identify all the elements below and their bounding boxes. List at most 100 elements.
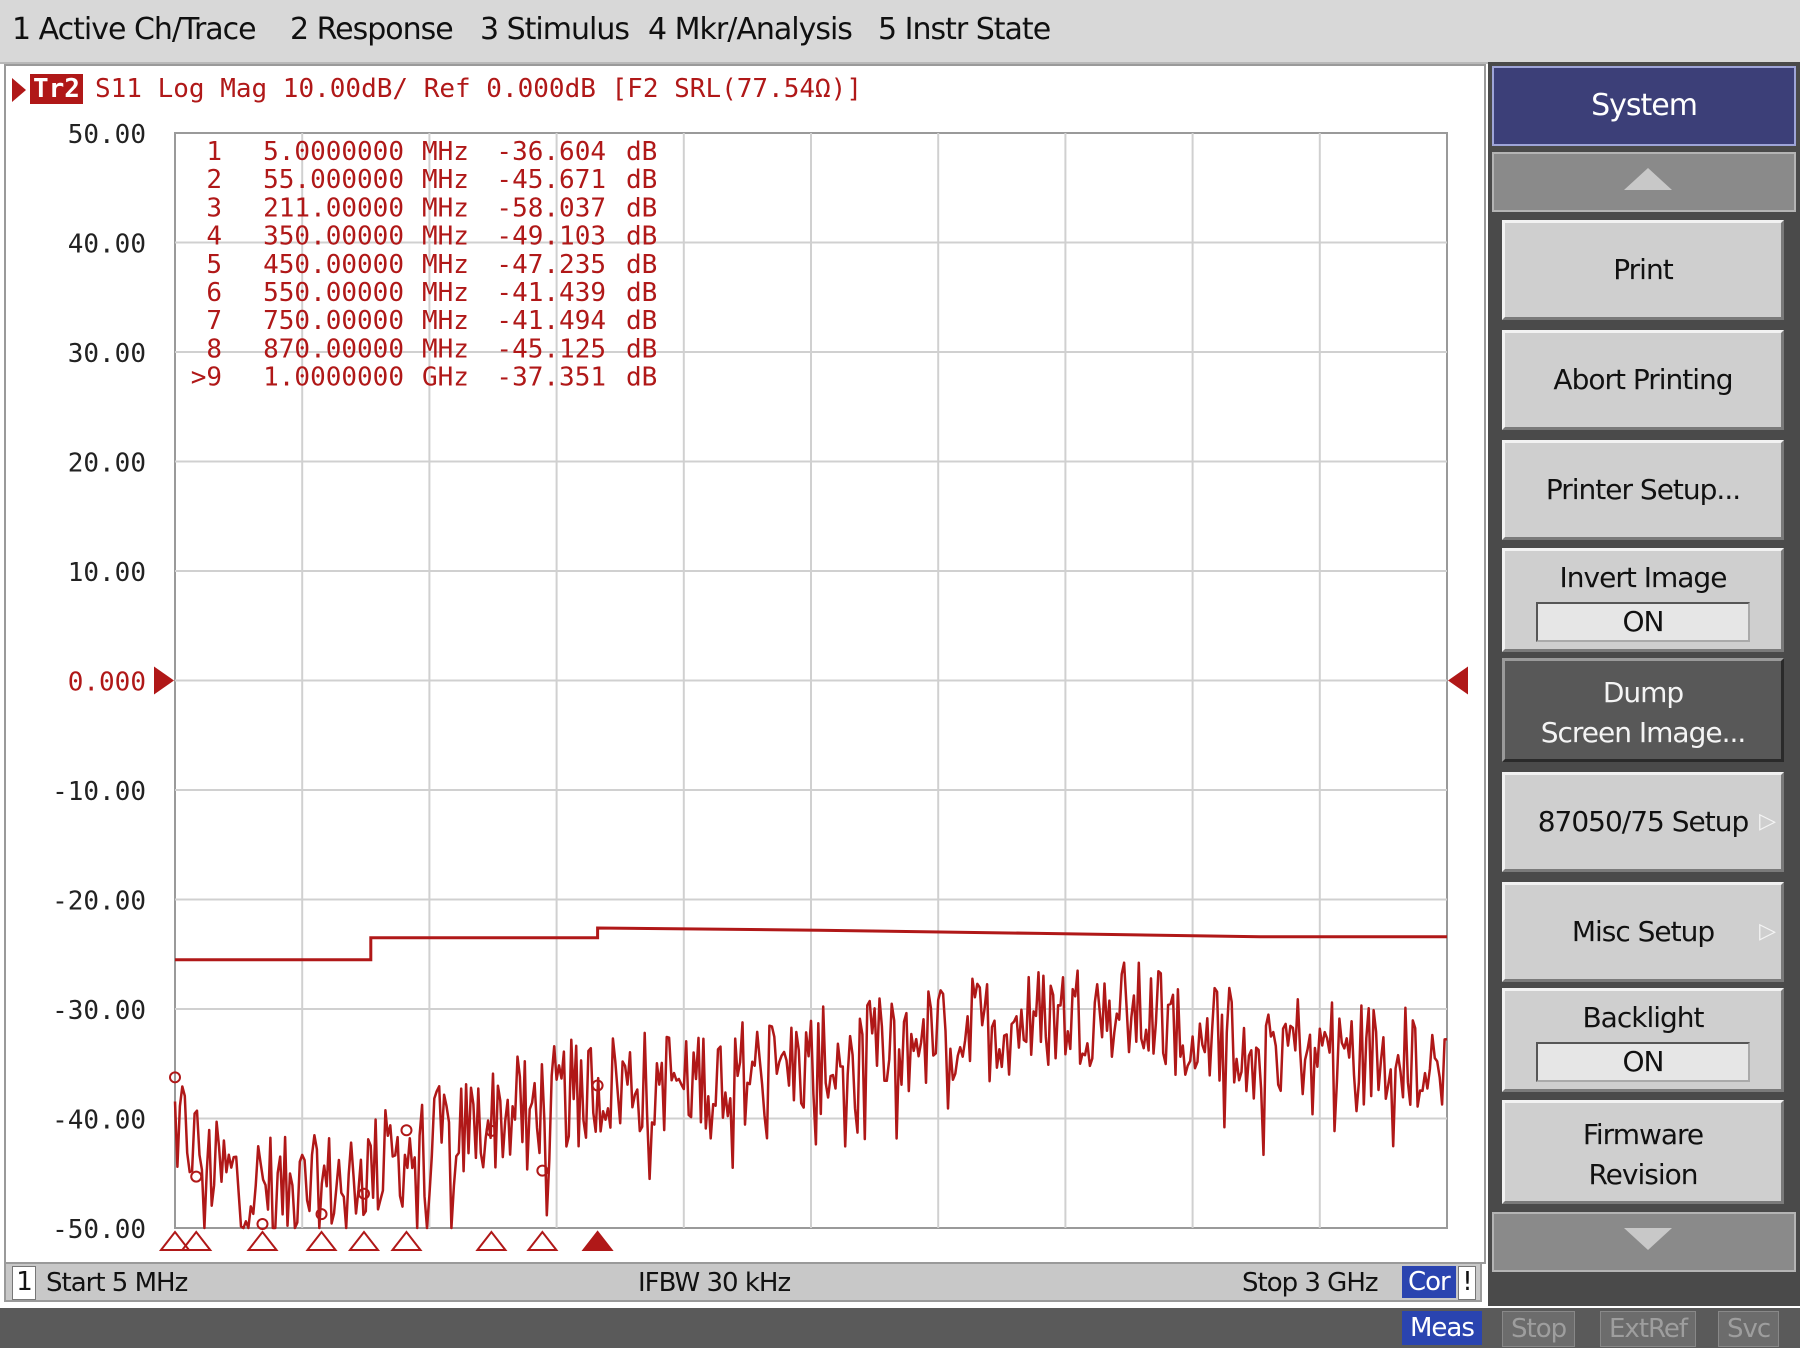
invert-image-value: ON [1536, 602, 1750, 642]
y-tick-label: -10.00 [52, 777, 146, 807]
marker-triangle-icon [475, 1230, 508, 1251]
softkey-scroll-up-button[interactable] [1492, 152, 1796, 212]
marker-triangle-icon [180, 1230, 213, 1251]
trace-layer [173, 961, 1448, 1230]
marker-point [357, 1187, 370, 1200]
softkey-panel: System Print Abort Printing Printer Setu… [1488, 62, 1800, 1306]
marker-readout-unit: MHz [422, 306, 469, 336]
marker-readout-table: 1 5.0000000 MHz -36.604 dB 2 55.000000 MHz -45.6… [191, 137, 658, 393]
marker-readout-unit: MHz [422, 334, 469, 364]
y-tick-label: -20.00 [52, 887, 146, 917]
misc-setup-button[interactable]: Misc Setup ▷ [1502, 882, 1784, 982]
marker-readout-label: 8 [206, 334, 222, 364]
dump-label-line2: Screen Image... [1540, 716, 1747, 749]
marker-readout-value-unit: dB [626, 193, 657, 223]
trace-header-text: S11 Log Mag 10.00dB/ Ref 0.000dB [F2 SRL… [94, 74, 862, 104]
marker-readout-label: 6 [206, 278, 222, 308]
svc-indicator: Svc [1718, 1311, 1780, 1347]
backlight-button[interactable]: Backlight ON [1502, 988, 1784, 1092]
y-tick-label: 20.00 [68, 449, 146, 479]
scroll-up-icon [1624, 168, 1672, 190]
menu-bar: 1 Active Ch/Trace 2 Response 3 Stimulus … [0, 0, 1800, 64]
invert-image-button[interactable]: Invert Image ON [1502, 548, 1784, 652]
marker-readout-value: -49.103 [496, 222, 606, 252]
marker-point [485, 1124, 498, 1137]
setup-87050-label: 87050/75 Setup [1537, 805, 1750, 838]
marker-readout-unit: MHz [422, 222, 469, 252]
marker-point [190, 1170, 203, 1183]
marker-layer [158, 1071, 614, 1251]
marker-readout-label: 7 [206, 306, 222, 336]
softkey-scroll-down-button[interactable] [1492, 1212, 1796, 1272]
marker-point [169, 1071, 181, 1084]
reference-indicators [154, 666, 1468, 695]
marker-readout-value-unit: dB [626, 334, 657, 364]
marker-readout-value-unit: dB [626, 306, 657, 336]
y-tick-label: -30.00 [52, 996, 146, 1026]
marker-readout-frequency: 750.00000 [263, 306, 404, 336]
y-tick-label: 0.000 [68, 668, 146, 698]
marker-readout-value: -36.604 [496, 137, 606, 167]
marker-readout-label: 1 [206, 137, 222, 167]
active-trace-indicator-icon [12, 77, 26, 102]
menu-instr-state[interactable]: 5 Instr State [878, 12, 1051, 47]
dump-screen-image-button[interactable]: Dump Screen Image... [1502, 658, 1784, 762]
marker-readout-unit: MHz [422, 250, 469, 280]
y-tick-label: 50.00 [68, 120, 146, 150]
printer-setup-label: Printer Setup... [1545, 473, 1741, 506]
correction-badge: Cor [1402, 1266, 1456, 1298]
abort-printing-button[interactable]: Abort Printing [1502, 330, 1784, 430]
y-tick-label: -50.00 [52, 1215, 146, 1245]
marker-readout-frequency: 55.000000 [263, 165, 404, 195]
softkey-menu-title: System [1492, 66, 1796, 146]
marker-readout-frequency: 5.0000000 [263, 137, 404, 167]
marker-readout-value-unit: dB [626, 222, 657, 252]
y-axis-tick-labels: 50.00 40.00 30.00 20.00 10.00 0.000 -10.00 -20.… [52, 120, 146, 1245]
marker-triangle-icon [526, 1230, 559, 1251]
channel-number[interactable]: 1 [12, 1266, 36, 1300]
if-bandwidth[interactable]: IFBW 30 kHz [638, 1268, 791, 1298]
backlight-label: Backlight [1582, 1001, 1704, 1034]
marker-readout-value: -45.125 [496, 334, 606, 364]
extref-indicator: ExtRef [1600, 1311, 1697, 1347]
marker-readout-unit: MHz [422, 278, 469, 308]
print-button[interactable]: Print [1502, 220, 1784, 320]
instrument-status-bar: Meas Stop ExtRef Svc [0, 1308, 1800, 1348]
marker-readout-value: -45.671 [496, 165, 606, 195]
marker-readout-value: -58.037 [496, 193, 606, 223]
menu-active-ch-trace[interactable]: 1 Active Ch/Trace [12, 12, 257, 47]
marker-readout-value-unit: dB [626, 137, 657, 167]
setup-87050-button[interactable]: 87050/75 Setup ▷ [1502, 772, 1784, 872]
marker-readout-value-unit: dB [626, 250, 657, 280]
start-frequency[interactable]: Start 5 MHz [46, 1268, 188, 1298]
marker-readout-label: 2 [206, 165, 222, 195]
marker-readout-label: 5 [206, 250, 222, 280]
menu-mkr-analysis[interactable]: 4 Mkr/Analysis [648, 12, 853, 47]
marker-readout-unit: MHz [422, 165, 469, 195]
limit-line [175, 926, 1447, 962]
marker-readout-value: -47.235 [496, 250, 606, 280]
printer-setup-button[interactable]: Printer Setup... [1502, 440, 1784, 540]
invert-image-label: Invert Image [1559, 561, 1728, 594]
firmware-revision-button[interactable]: Firmware Revision [1502, 1100, 1784, 1204]
marker-readout-frequency: 1.0000000 [263, 363, 404, 393]
trace-badge[interactable]: Tr2 [30, 74, 83, 104]
marker-triangle-icon [305, 1230, 338, 1251]
marker-triangle-icon [246, 1230, 279, 1251]
marker-readout-unit: MHz [422, 193, 469, 223]
y-tick-label: 40.00 [68, 230, 146, 260]
limit-line-layer [175, 926, 1447, 962]
trace-header[interactable]: Tr2 S11 Log Mag 10.00dB/ Ref 0.000dB [F2 … [12, 74, 862, 110]
marker-point [400, 1124, 413, 1137]
firmware-label-line2: Revision [1588, 1158, 1698, 1191]
marker-point [591, 1079, 604, 1092]
submenu-arrow-icon: ▷ [1759, 809, 1776, 834]
backlight-value: ON [1536, 1042, 1750, 1082]
menu-response[interactable]: 2 Response [290, 12, 454, 47]
menu-stimulus[interactable]: 3 Stimulus [480, 12, 630, 47]
stop-frequency[interactable]: Stop 3 GHz [1242, 1268, 1379, 1298]
stop-indicator: Stop [1502, 1311, 1576, 1347]
print-label: Print [1613, 253, 1673, 286]
scroll-down-icon [1624, 1228, 1672, 1250]
